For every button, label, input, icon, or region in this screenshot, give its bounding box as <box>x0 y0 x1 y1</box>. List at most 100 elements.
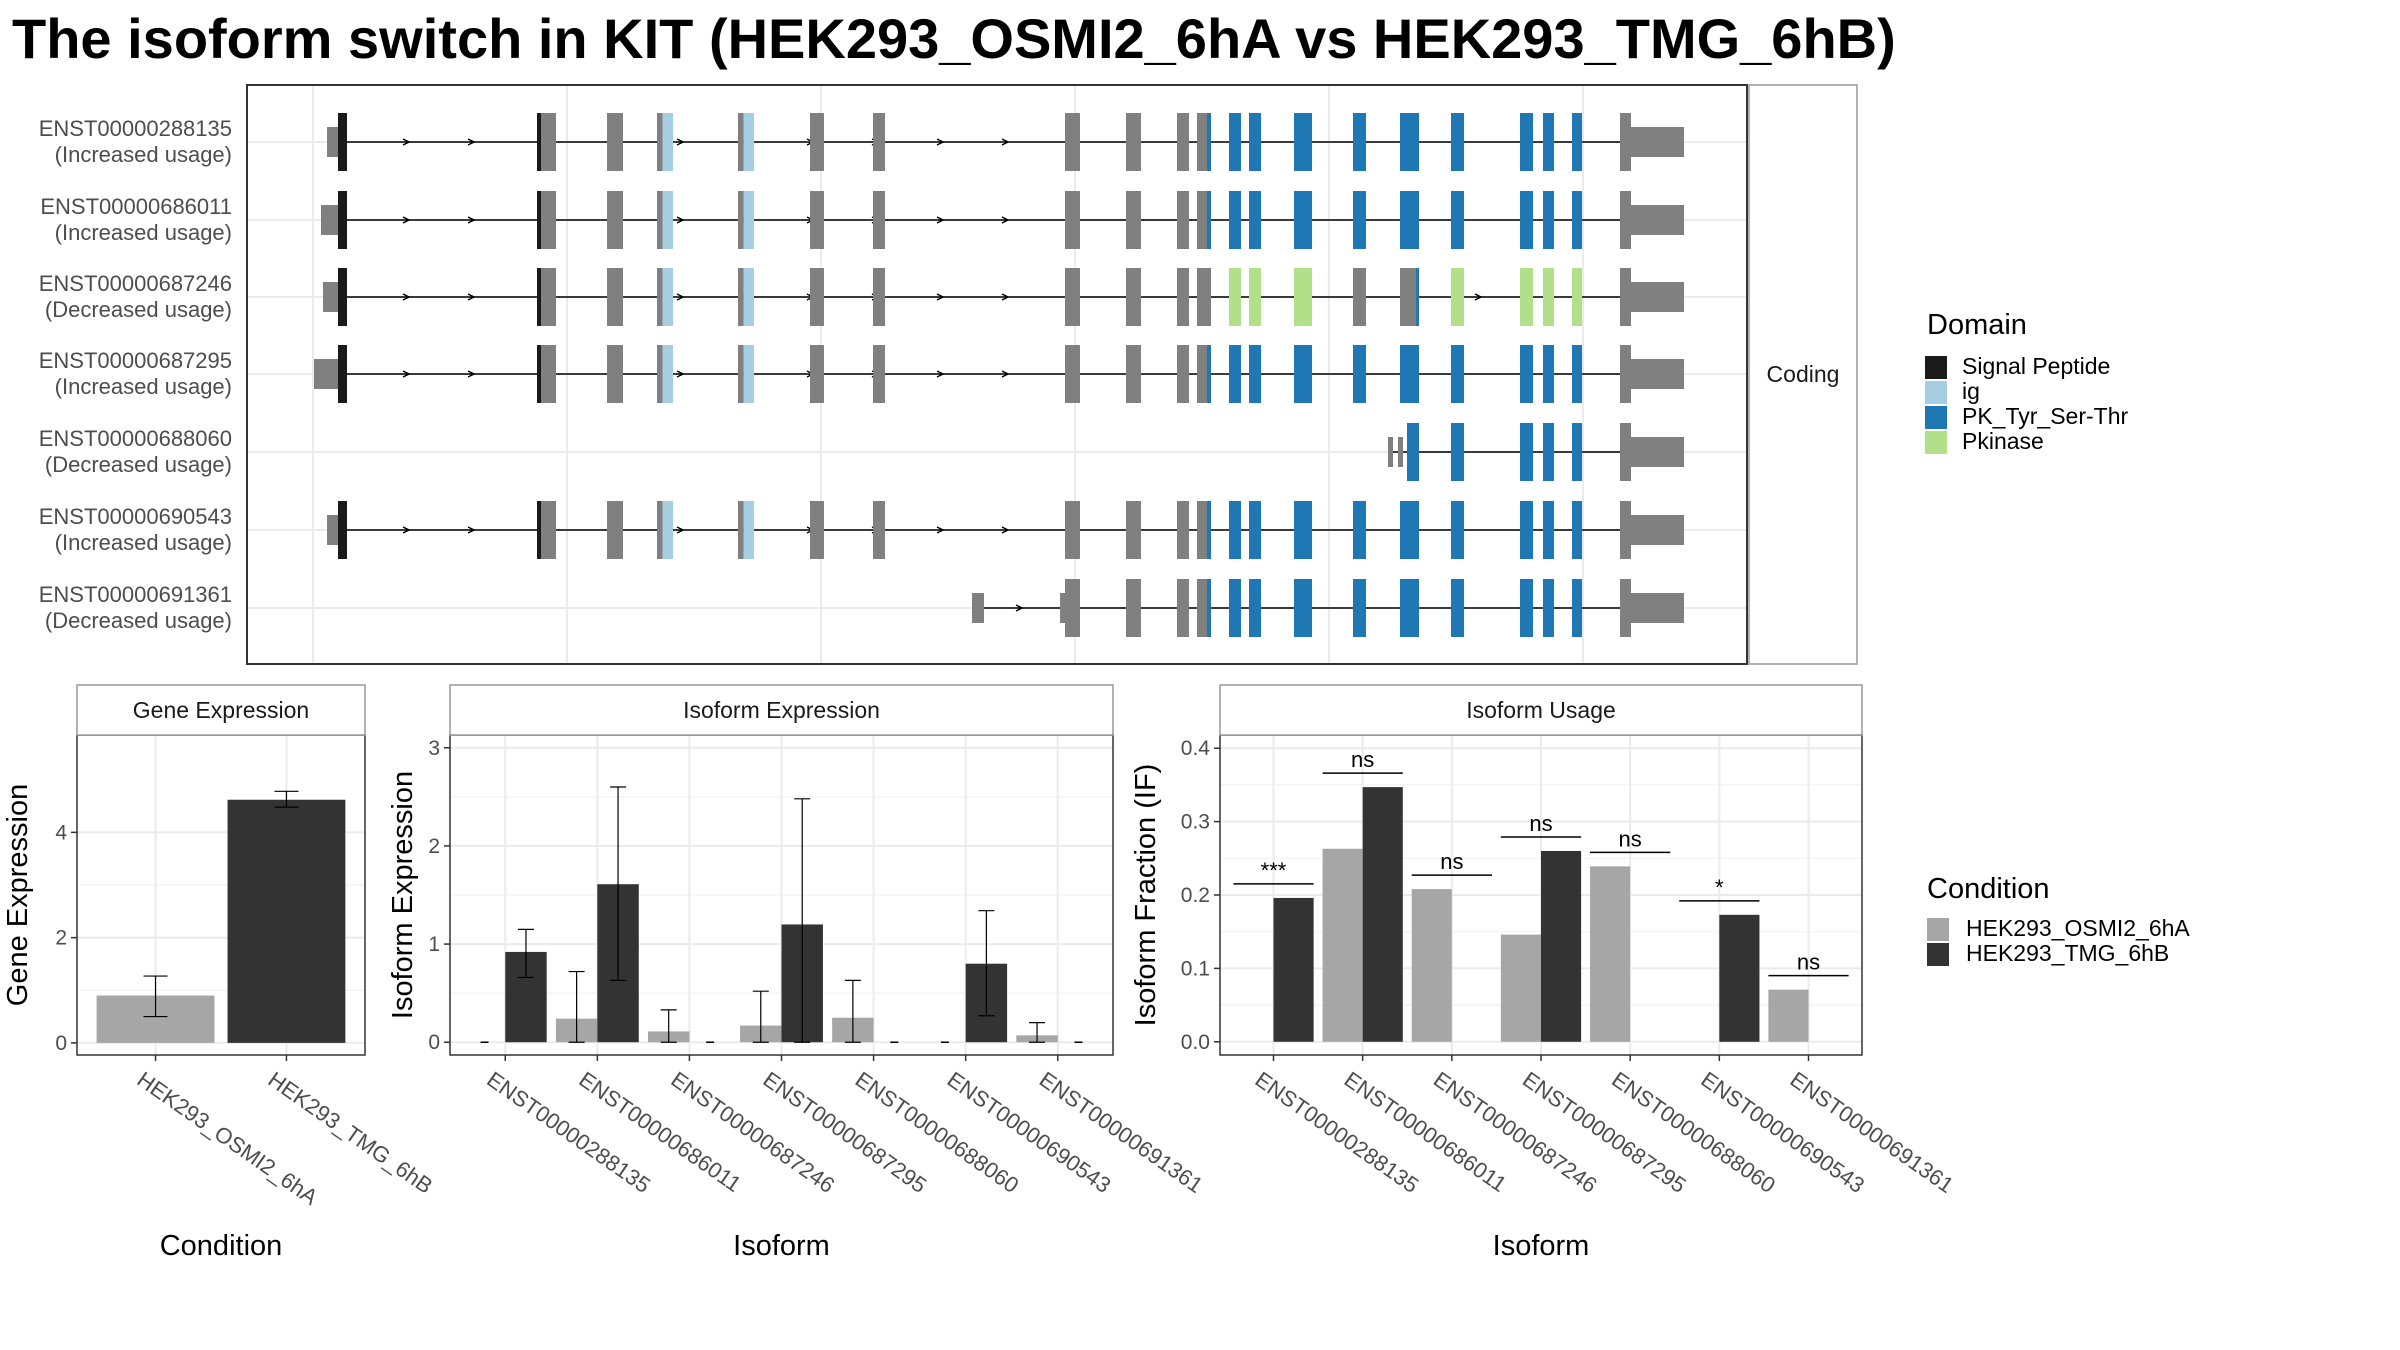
exon <box>1065 579 1080 637</box>
domain-pk-tyr <box>1207 345 1211 403</box>
exon <box>1126 268 1141 326</box>
isoform-usage-panel: 0.0 0.1 0.2 0.3 0.4 *** ns ns ns ns * ns Isoform Usa… <box>1130 684 1959 1262</box>
strand-arrow <box>467 138 476 146</box>
exon <box>1177 345 1189 403</box>
exon <box>1620 579 1631 637</box>
isoform-status-label: (Increased usage) <box>55 142 232 167</box>
domain-signal-peptide <box>338 113 347 171</box>
domain-block <box>1400 113 1419 171</box>
x-axis-title: Condition <box>160 1230 283 1262</box>
strand-arrow <box>402 526 411 534</box>
x-tick-label: ENST00000288135 <box>482 1067 655 1198</box>
exon <box>1177 113 1189 171</box>
exon <box>738 345 744 403</box>
utr <box>327 127 338 157</box>
panel-title: Isoform Expression <box>683 697 880 723</box>
exon <box>873 268 885 326</box>
utr <box>323 282 338 312</box>
domain-pk-tyr <box>1207 191 1211 249</box>
x-tick-label: ENST00000691361 <box>1035 1067 1208 1198</box>
exon <box>657 345 663 403</box>
domain-block <box>1229 345 1241 403</box>
isoform-status-label: (Decreased usage) <box>45 297 232 322</box>
exon <box>657 191 663 249</box>
x-tick-label: ENST00000686011 <box>574 1067 745 1197</box>
utr <box>321 205 338 235</box>
exon <box>1620 191 1631 249</box>
exon <box>1126 345 1141 403</box>
utr <box>1631 282 1684 312</box>
condition-legend-title: Condition <box>1927 873 2050 905</box>
exon <box>810 501 824 559</box>
strand-arrow <box>1001 293 1010 301</box>
strand-arrow <box>467 216 476 224</box>
domain-block <box>1294 501 1312 559</box>
exon <box>1126 191 1141 249</box>
utr <box>1060 593 1066 623</box>
bar <box>1322 848 1363 1042</box>
domain-block <box>1572 501 1582 559</box>
significance-label: ns <box>1440 849 1463 874</box>
x-tick-label: ENST00000687246 <box>667 1067 840 1198</box>
strand-arrow <box>936 526 945 534</box>
domain-pk-tyr <box>1416 268 1419 326</box>
isoform-track-ENST00000288135 <box>327 113 1684 171</box>
domain-pk-tyr <box>1407 423 1419 481</box>
utr <box>1631 359 1684 389</box>
domain-legend: Domain Signal PeptideigPK_Tyr_Ser-ThrPkin… <box>1925 309 2128 454</box>
domain-block <box>1353 191 1366 249</box>
domain-block <box>1294 113 1312 171</box>
domain-block <box>1543 345 1554 403</box>
exon <box>1126 501 1141 559</box>
strand-arrow <box>1474 293 1483 301</box>
y-tick-label: 0.0 <box>1181 1031 1210 1054</box>
domain-ig <box>743 113 754 171</box>
x-axis-title: Isoform <box>733 1230 830 1262</box>
isoform-label: ENST00000288135 <box>39 116 232 141</box>
domain-block <box>1400 345 1419 403</box>
domain-block <box>1294 268 1312 326</box>
domain-pk-tyr <box>1207 268 1211 326</box>
domain-signal-peptide <box>537 345 541 403</box>
bar <box>227 799 346 1043</box>
exon <box>1065 501 1080 559</box>
domain-legend-label: Pkinase <box>1962 428 2044 454</box>
domain-block <box>1572 268 1582 326</box>
isoform-label: ENST00000687295 <box>39 348 232 373</box>
utr <box>314 359 338 389</box>
domain-signal-peptide <box>338 345 347 403</box>
strand-arrow <box>1001 526 1010 534</box>
strand-arrow <box>402 138 411 146</box>
bar <box>1590 866 1631 1042</box>
x-tick-label: ENST00000691361 <box>1786 1067 1959 1198</box>
domain-ig <box>662 345 673 403</box>
domain-block <box>1294 191 1312 249</box>
domain-legend-label: Signal Peptide <box>1962 353 2110 379</box>
x-axis-title: Isoform <box>1493 1230 1590 1262</box>
domain-block <box>1572 345 1582 403</box>
domain-signal-peptide <box>537 268 541 326</box>
domain-block <box>1353 345 1366 403</box>
panel-title: Isoform Usage <box>1466 697 1616 723</box>
y-tick-label: 0.3 <box>1181 811 1210 834</box>
domain-block <box>1229 501 1241 559</box>
domain-signal-peptide <box>338 191 347 249</box>
domain-legend-swatch <box>1925 431 1947 454</box>
exon <box>810 191 824 249</box>
domain-legend-swatch <box>1925 356 1947 379</box>
isoform-status-label: (Decreased usage) <box>45 608 232 633</box>
domain-block <box>1249 191 1261 249</box>
y-tick-label: 1 <box>428 933 440 956</box>
isoform-structure-panel: ENST00000288135(Increased usage) ENST0000… <box>39 84 1858 665</box>
isoform-track-ENST00000691361 <box>972 579 1684 637</box>
exon <box>738 268 744 326</box>
domain-block <box>1572 579 1582 637</box>
domain-block <box>1249 345 1261 403</box>
isoform-track-ENST00000687295 <box>314 345 1684 403</box>
x-tick-label: ENST00000687295 <box>759 1067 932 1198</box>
domain-block <box>1451 501 1464 559</box>
domain-block <box>1229 113 1241 171</box>
domain-block <box>1520 113 1533 171</box>
y-tick-label: 0.1 <box>1181 957 1210 980</box>
